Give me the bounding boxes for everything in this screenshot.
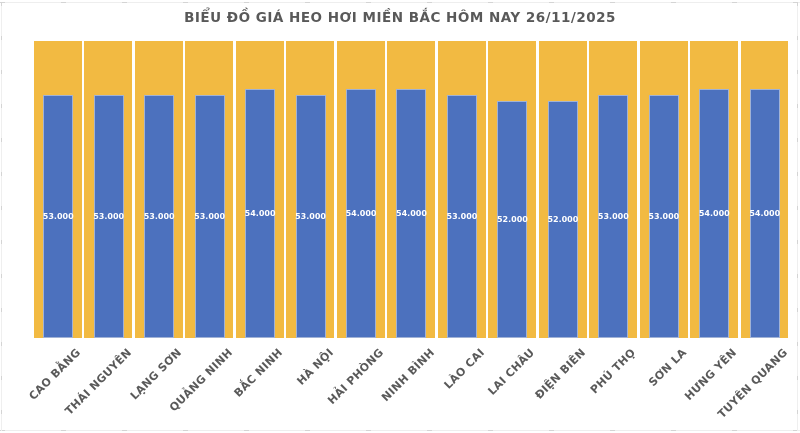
category-column: 52.000 — [538, 41, 588, 338]
category-column: 53.000 — [285, 41, 335, 338]
price-bar: 54.000 — [396, 89, 427, 338]
category-column: 54.000 — [336, 41, 386, 338]
price-bar: 53.000 — [648, 94, 680, 338]
value-label: 52.000 — [496, 214, 528, 224]
spreadsheet-gridline-left — [1, 2, 2, 431]
price-bar: 53.000 — [42, 94, 74, 338]
category-column: 54.000 — [740, 41, 790, 338]
value-label: 53.000 — [143, 211, 175, 221]
value-label: 53.000 — [597, 211, 629, 221]
price-bar: 52.000 — [496, 100, 528, 338]
price-bar: 54.000 — [244, 89, 276, 338]
price-bar: 53.000 — [143, 94, 175, 338]
price-bar: 53.000 — [446, 94, 478, 338]
value-label: 54.000 — [749, 209, 781, 219]
category-column: 53.000 — [33, 41, 83, 338]
price-bar: 54.000 — [346, 89, 376, 338]
value-label: 54.000 — [698, 209, 730, 219]
value-label: 53.000 — [42, 211, 74, 221]
category-column: 53.000 — [588, 41, 638, 338]
spreadsheet-gridline-right — [797, 2, 798, 431]
price-bar: 53.000 — [194, 94, 226, 338]
value-label: 53.000 — [295, 211, 326, 221]
x-axis-label: CAO BẰNG — [26, 346, 84, 403]
category-column: 54.000 — [689, 41, 739, 338]
value-label: 53.000 — [93, 211, 125, 221]
price-bar: 54.000 — [749, 89, 781, 338]
value-label: 53.000 — [194, 211, 226, 221]
category-column: 52.000 — [487, 41, 537, 338]
value-label: 53.000 — [446, 211, 478, 221]
price-bar: 53.000 — [93, 94, 125, 338]
spreadsheet-gridline-top — [0, 2, 800, 3]
category-column: 53.000 — [184, 41, 234, 338]
category-column: 53.000 — [639, 41, 689, 338]
value-label: 53.000 — [648, 211, 680, 221]
chart-title: BIỂU ĐỒ GIÁ HEO HƠI MIỀN BẮC HÔM NAY 26/… — [184, 10, 616, 26]
value-label: 54.000 — [345, 209, 377, 219]
price-bar: 53.000 — [295, 94, 326, 338]
price-bar: 54.000 — [698, 89, 730, 338]
category-column: 54.000 — [235, 41, 285, 338]
price-bar: 53.000 — [597, 94, 629, 338]
plot-area: 53.000 53.000 53.000 53.000 54.000 53.000 54.0… — [33, 41, 790, 338]
category-column: 53.000 — [437, 41, 487, 338]
price-bar: 52.000 — [547, 100, 579, 338]
value-label: 54.000 — [244, 209, 276, 219]
value-label: 54.000 — [396, 209, 427, 219]
category-column: 53.000 — [134, 41, 184, 338]
category-column: 53.000 — [83, 41, 133, 338]
category-column: 54.000 — [386, 41, 436, 338]
value-label: 52.000 — [547, 214, 579, 224]
